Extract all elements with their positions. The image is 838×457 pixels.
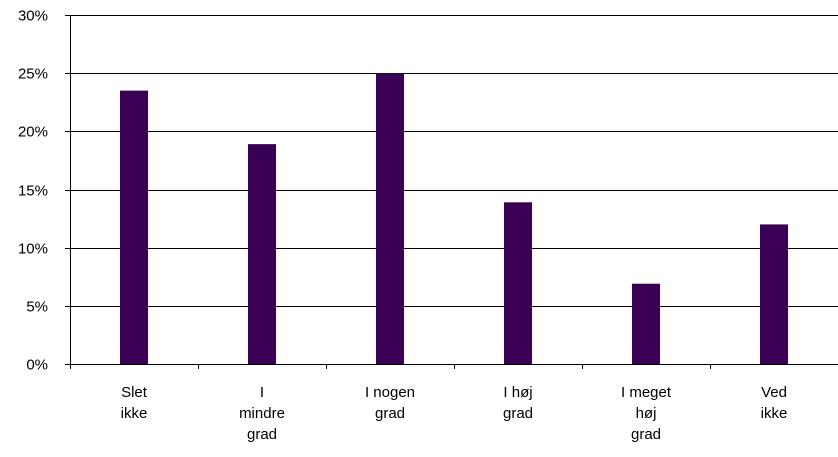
y-tick-label: 0% [26, 357, 48, 374]
x-tick-label: I nogen grad [365, 384, 415, 422]
bar [760, 224, 788, 364]
bars [120, 73, 788, 365]
x-axis-tick-labels: Slet ikke I mindre grad I nogen grad I høj grad I… [121, 384, 788, 443]
y-tick-label: 5% [26, 299, 48, 316]
x-tick-label: Ved ikke [761, 384, 788, 422]
bar [632, 283, 660, 364]
plot-frame [65, 15, 711, 369]
gridlines [70, 15, 838, 365]
bar [504, 202, 532, 364]
bar [376, 73, 404, 365]
bar [248, 144, 276, 364]
x-tick-label: I høj grad [503, 384, 533, 422]
y-tick-label: 10% [18, 241, 48, 258]
x-tick-label: I meget høj grad [621, 384, 672, 443]
x-tick-label: Slet ikke [121, 384, 148, 422]
bar [120, 90, 148, 364]
y-tick-label: 20% [18, 124, 48, 141]
y-axis-tick-labels: 0% 5% 10% 15% 20% 25% 30% [18, 8, 48, 374]
y-tick-label: 15% [18, 183, 48, 200]
y-tick-label: 25% [18, 66, 48, 83]
y-tick-label: 30% [18, 8, 48, 25]
